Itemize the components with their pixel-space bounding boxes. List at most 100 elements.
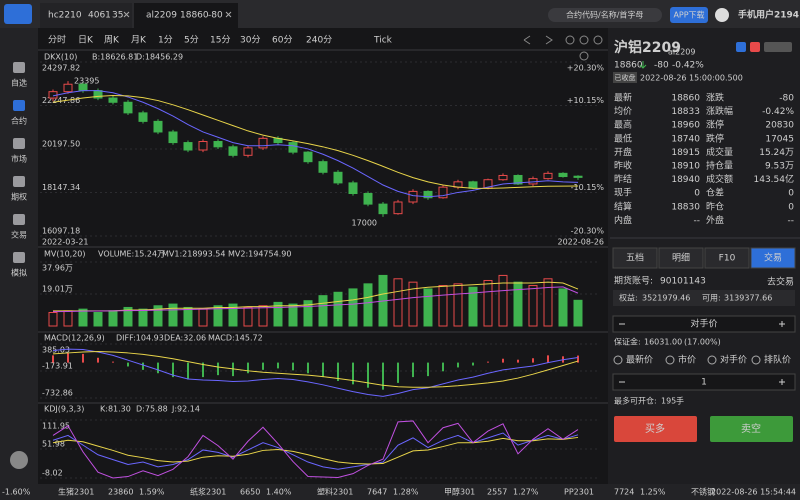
settings-icon[interactable] xyxy=(579,51,589,61)
sell-label[interactable]: 卖空 xyxy=(741,422,761,435)
account-box xyxy=(613,290,795,306)
period-button[interactable]: 15分 xyxy=(210,35,230,46)
tool-icon[interactable] xyxy=(565,35,575,45)
period-button[interactable]: 分时 xyxy=(48,34,66,46)
close-icon[interactable] xyxy=(225,11,232,18)
ticker-pct: 1.40% xyxy=(266,488,292,497)
panel-icon[interactable] xyxy=(736,42,746,52)
macd-label: MACD:145.72 xyxy=(208,334,263,343)
sidebar-label[interactable]: 合约 xyxy=(11,116,27,126)
candle-body xyxy=(543,172,553,180)
quote-label: 开盘 xyxy=(614,146,632,158)
go-trade[interactable]: 去交易 xyxy=(767,276,794,288)
radio-label[interactable]: 最新价 xyxy=(626,354,653,366)
radio[interactable] xyxy=(707,355,717,365)
radio-label[interactable]: 市价 xyxy=(678,354,696,366)
quote-label: 持仓量 xyxy=(706,160,733,172)
trade-tab-label[interactable]: F10 xyxy=(719,254,736,264)
radio[interactable] xyxy=(613,355,623,365)
close-icon[interactable] xyxy=(123,11,130,18)
pct-label: -10.15% xyxy=(571,183,605,192)
trade-tab[interactable] xyxy=(658,247,704,269)
nav-icon[interactable] xyxy=(545,35,553,45)
quantity[interactable]: 1 xyxy=(701,378,707,388)
panel-icon[interactable] xyxy=(750,42,760,52)
period-button[interactable]: 5分 xyxy=(184,35,199,46)
period-button[interactable]: 1分 xyxy=(158,35,173,46)
candle-body xyxy=(123,101,133,114)
volume-bar xyxy=(438,285,448,327)
period-button[interactable]: 60分 xyxy=(272,35,292,46)
tool-icon[interactable] xyxy=(579,35,589,45)
sidebar-icon[interactable] xyxy=(13,214,25,225)
sidebar-label[interactable]: 交易 xyxy=(11,230,27,240)
trade-tab[interactable] xyxy=(750,247,796,269)
sidebar-icon[interactable] xyxy=(13,176,25,187)
volume-bar xyxy=(198,308,208,327)
candle-body xyxy=(138,112,148,122)
max-label: 最多可开仓: xyxy=(614,396,657,406)
volume-bar xyxy=(333,291,343,327)
y-tick-label: 16097.18 xyxy=(42,227,80,236)
radio-label[interactable]: 对手价 xyxy=(720,354,747,366)
quote-label: 均价 xyxy=(614,105,632,117)
sell-button[interactable] xyxy=(710,416,793,442)
buy-button[interactable] xyxy=(614,416,697,442)
y-tick-label: -173.91 xyxy=(42,361,73,370)
logo xyxy=(4,4,32,24)
candle-body xyxy=(378,203,388,215)
radio[interactable] xyxy=(665,355,675,365)
app-download: APP下载 xyxy=(673,10,704,20)
y-tick-label: 24297.82 xyxy=(42,64,80,73)
panel-icon[interactable] xyxy=(764,42,792,52)
avatar[interactable] xyxy=(10,451,28,469)
trade-tab[interactable] xyxy=(704,247,750,269)
candle-body xyxy=(393,201,403,215)
price-change-pct: -0.42% xyxy=(672,61,704,71)
period-button[interactable]: 日K xyxy=(78,35,94,46)
plus-icon[interactable] xyxy=(779,379,785,385)
period-button[interactable]: 周K xyxy=(104,35,120,46)
trade-tab[interactable] xyxy=(612,247,658,269)
app-download-button[interactable] xyxy=(670,7,708,23)
trade-tab-label[interactable]: 交易 xyxy=(764,252,782,264)
indicator-name: MV(10,20) xyxy=(44,250,86,259)
period-button[interactable]: 月K xyxy=(131,35,147,46)
sidebar-icon[interactable] xyxy=(13,100,25,111)
buy-label[interactable]: 买多 xyxy=(645,422,665,435)
volume-bar xyxy=(48,312,58,327)
sidebar-icon[interactable] xyxy=(13,252,25,263)
diff-label: DIFF:104.93 xyxy=(116,334,164,343)
trade-tab-label[interactable]: 五档 xyxy=(626,252,644,264)
user-avatar[interactable] xyxy=(715,8,729,22)
tool-icon[interactable] xyxy=(593,35,603,45)
candle-body xyxy=(108,97,118,103)
sidebar-icon[interactable] xyxy=(13,138,25,149)
tab-active[interactable] xyxy=(134,3,238,28)
ticker-pct: 1.59% xyxy=(139,488,165,497)
volume-bar xyxy=(423,288,433,327)
sidebar-label[interactable]: 市场 xyxy=(11,154,27,164)
sidebar-icon[interactable] xyxy=(13,62,25,73)
radio[interactable] xyxy=(751,355,761,365)
sidebar-label[interactable]: 模拟 xyxy=(11,268,27,278)
candle-body xyxy=(303,151,313,163)
period-button[interactable]: 30分 xyxy=(240,35,260,46)
sidebar-label[interactable]: 自选 xyxy=(11,78,27,88)
ticker-name: PP2301 xyxy=(564,488,594,497)
search-box[interactable] xyxy=(548,8,662,22)
radio-label[interactable]: 排队价 xyxy=(764,354,791,366)
tab[interactable] xyxy=(40,3,132,28)
plus-icon[interactable] xyxy=(779,321,785,327)
last-price: 18860 xyxy=(614,61,643,71)
nav-icon[interactable] xyxy=(523,35,531,45)
trade-tab-label[interactable]: 明细 xyxy=(672,252,690,264)
sidebar-label[interactable]: 期权 xyxy=(11,192,27,202)
volume-bar xyxy=(123,306,133,327)
candle-body xyxy=(318,161,328,173)
candle-body xyxy=(198,141,208,151)
price-type[interactable]: 对手价 xyxy=(690,318,717,330)
period-button[interactable]: 240分 xyxy=(306,35,332,46)
tab-change: -80 xyxy=(208,11,223,21)
period-button[interactable]: Tick xyxy=(373,36,393,46)
